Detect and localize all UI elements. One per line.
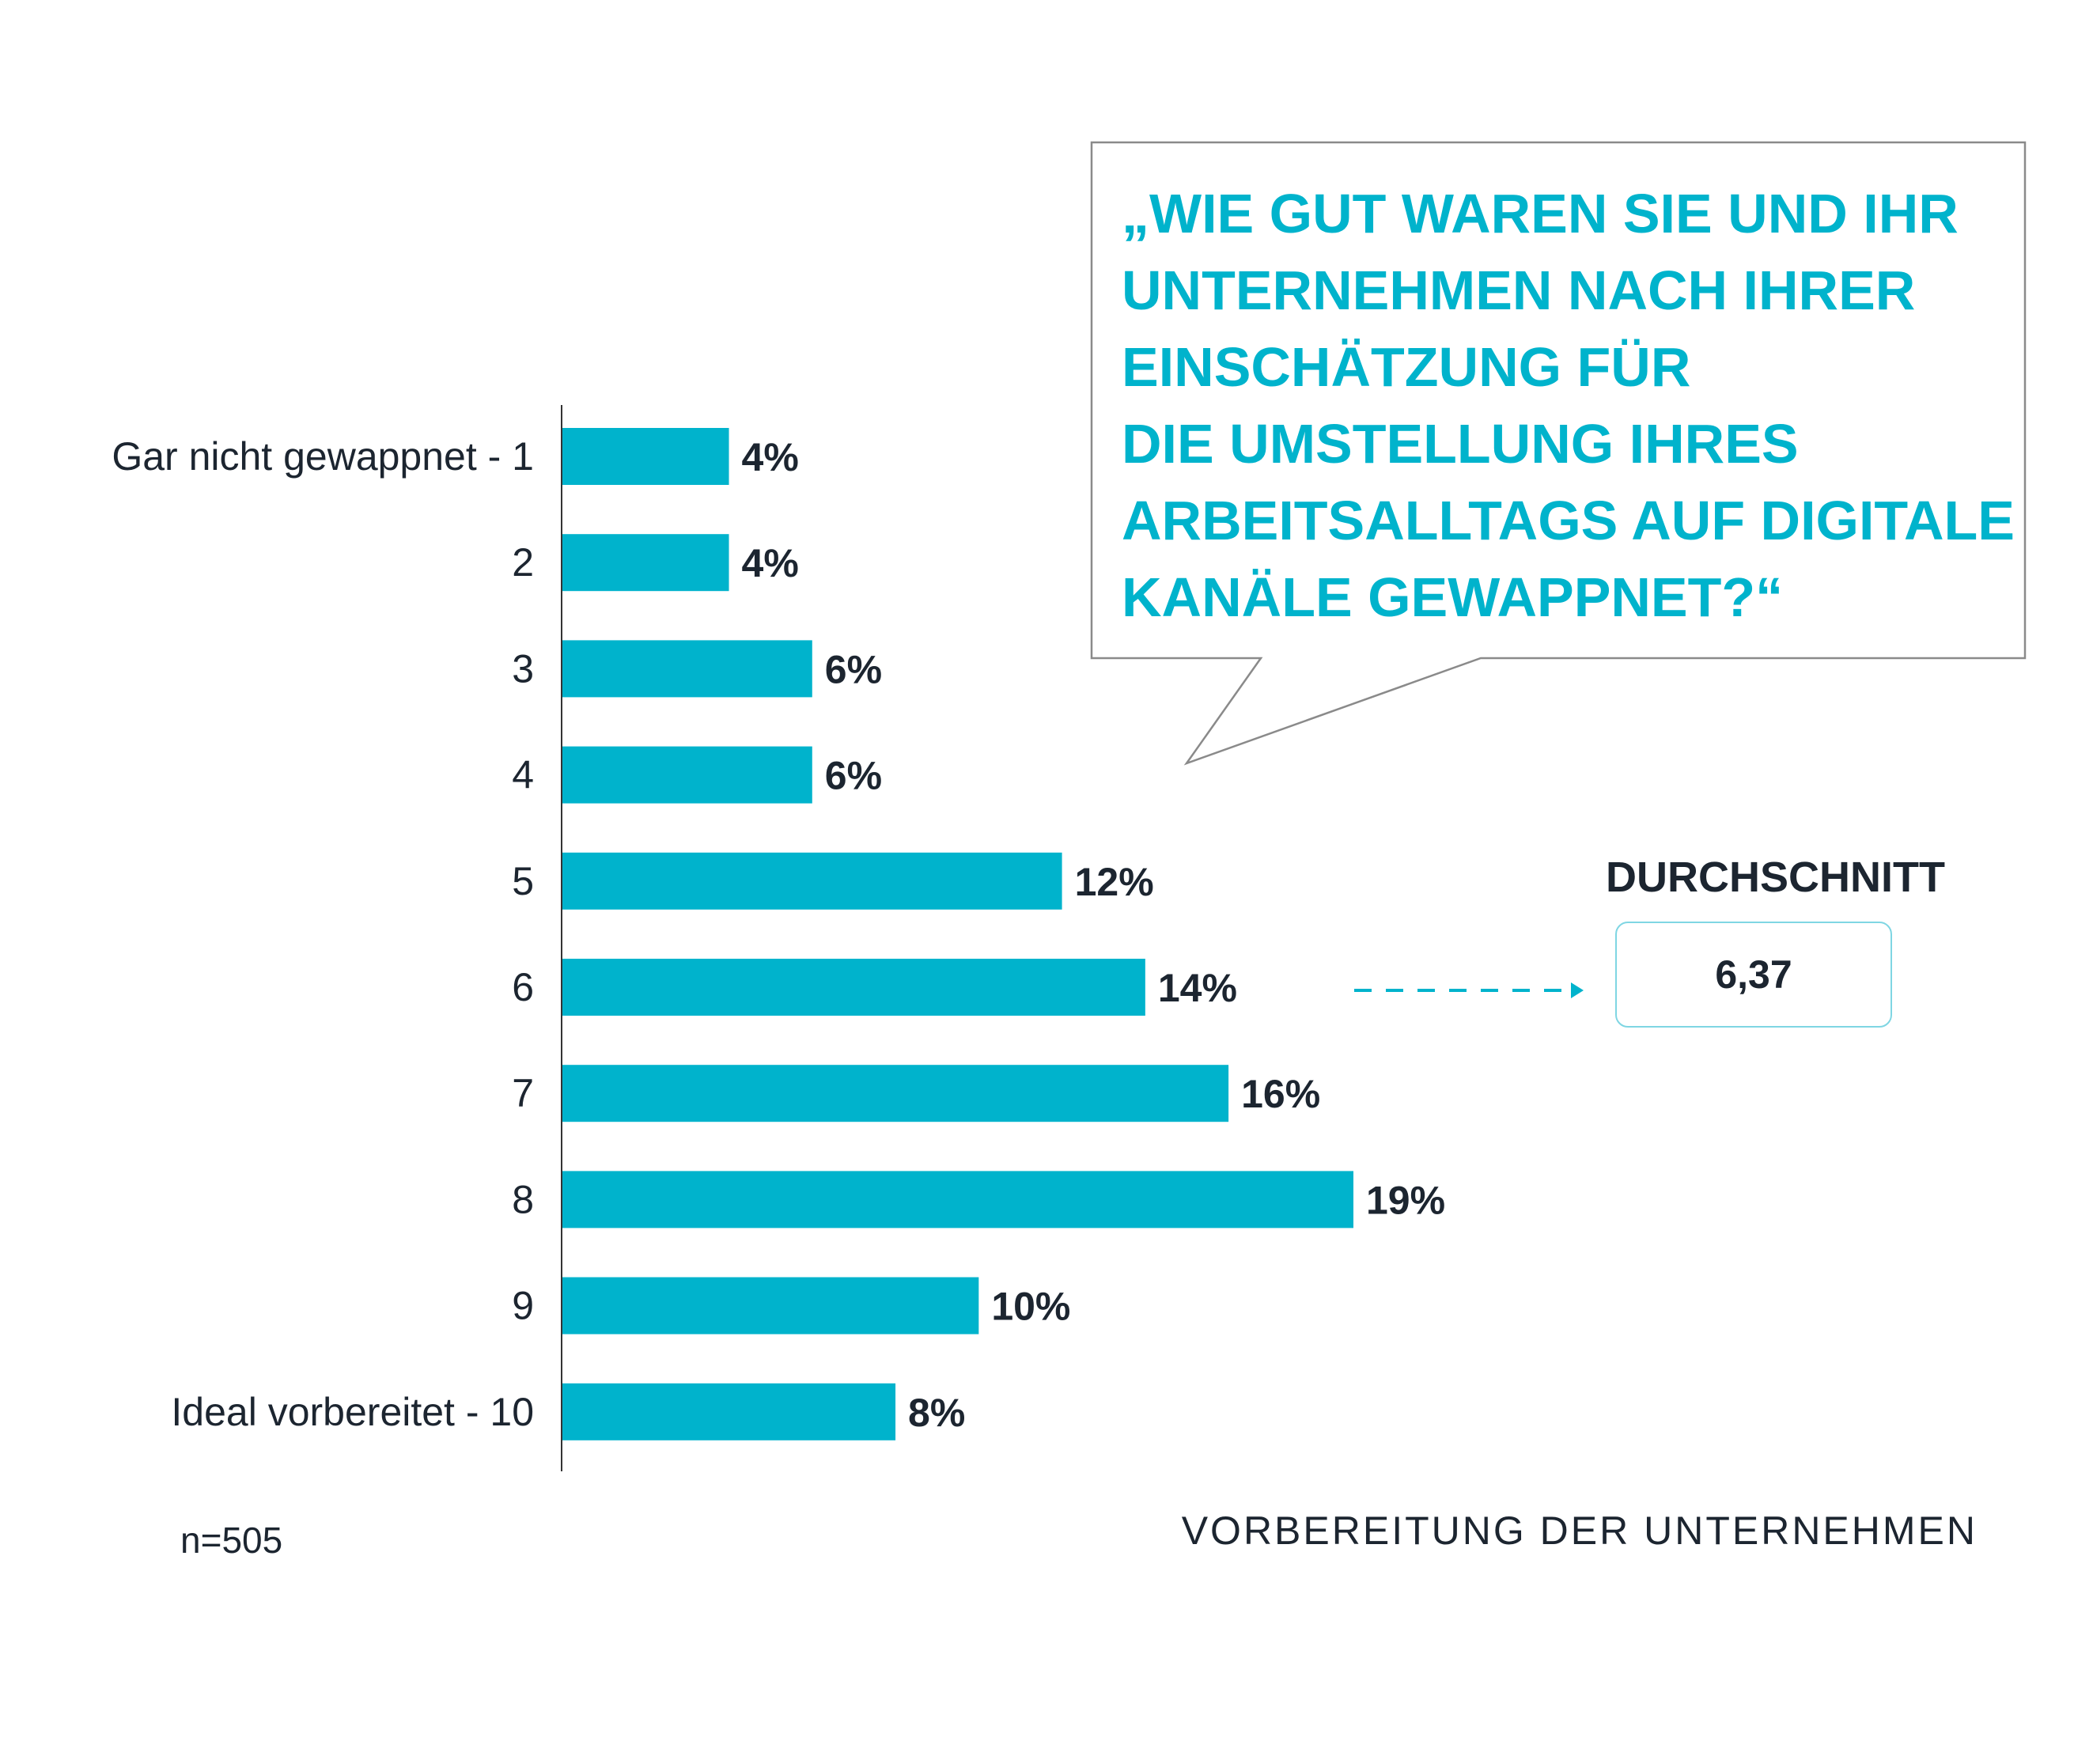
average-title: DURCHSCHNITT [1606,854,1945,901]
bar [562,1277,979,1334]
question-line: Einschätzung für [1122,336,1691,398]
bar [562,1171,1353,1228]
value-label: 14% [1158,966,1237,1010]
bar [562,428,729,485]
value-label: 4% [742,541,799,585]
average-value: 6,37 [1715,952,1792,997]
bars-group [562,428,1353,1440]
question-text: „Wie gut waren Sie und Ihr Unternehmen n… [1122,176,2015,636]
value-label: 8% [908,1391,965,1435]
bar [562,1065,1229,1122]
bar [562,959,1145,1016]
question-line: „Wie gut waren Sie und Ihr [1122,183,1959,244]
bar [562,852,1062,910]
category-label: 7 [512,1071,534,1115]
category-label: 8 [512,1177,534,1221]
category-label: 3 [512,646,534,691]
category-label: 6 [512,965,534,1009]
category-label: 5 [512,859,534,903]
category-label: Gar nicht gewappnet - 1 [112,434,534,479]
question-line: Kanäle gewappnet?“ [1122,566,1784,628]
bar [562,1383,896,1440]
category-label: 4 [512,753,534,797]
value-label: 16% [1241,1072,1320,1116]
average-value-box: 6,37 [1615,922,1892,1028]
sample-size-label: n=505 [180,1520,283,1561]
value-label: 19% [1366,1178,1445,1222]
category-label: 2 [512,540,534,585]
value-label: 10% [991,1285,1070,1329]
chart-footer-title: VORBEREITUNG DER UNTERNEHMEN [1181,1508,1978,1553]
category-label: Ideal vorbereitet - 10 [171,1390,534,1434]
value-label: 6% [825,647,882,691]
bar [562,534,729,592]
bar [562,640,812,698]
question-speech-bubble [1090,141,2027,766]
bar [562,746,812,804]
value-label: 12% [1075,860,1154,904]
value-label: 6% [825,754,882,798]
average-arrow [1354,982,1584,998]
question-line: Unternehmen nach Ihrer [1122,259,1916,321]
question-line: Arbeitsalltags auf digitale [1122,490,2015,551]
question-line: die Umstellung Ihres [1122,413,1799,475]
value-labels-group: 4% 4% 6% 6% 12% 14% 16% 19% 10% 8% [742,435,1446,1435]
category-labels-group: Gar nicht gewappnet - 1 2 3 4 5 6 7 8 9 Ideal vor… [112,434,534,1434]
value-label: 4% [742,435,799,479]
category-label: 9 [512,1284,534,1328]
